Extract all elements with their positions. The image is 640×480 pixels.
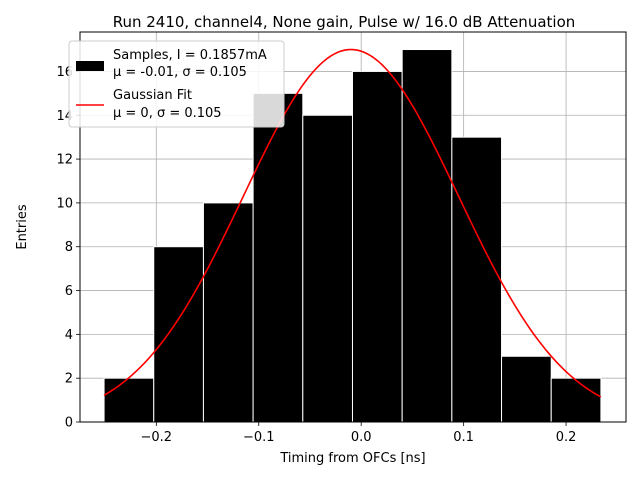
y-tick-label: 10: [56, 196, 73, 211]
y-tick-label: 12: [56, 153, 73, 168]
legend-samples-stats: μ = -0.01, σ = 0.105: [113, 65, 247, 80]
legend-box: [68, 40, 285, 128]
y-tick-label: 4: [65, 328, 73, 343]
x-tick-label: 0.0: [351, 430, 372, 445]
histogram-bar: [401, 49, 453, 423]
y-tick-label: 2: [65, 372, 73, 387]
y-tick-label: 8: [65, 240, 73, 255]
legend-fit-stats: μ = 0, σ = 0.105: [113, 106, 222, 121]
histogram-bar: [550, 377, 602, 423]
histogram-bar: [202, 202, 254, 423]
histogram-bar: [451, 136, 503, 423]
histogram-bar: [103, 377, 155, 423]
x-axis-ticks: −0.2 −0.1 0.0 0.1 0.2: [141, 422, 577, 445]
plot-frame: [79, 31, 627, 423]
y-axis-label: Entries: [15, 204, 30, 250]
x-tick-label: 0.1: [453, 430, 474, 445]
gaussian-fit: [103, 48, 602, 398]
histogram-bar: [252, 92, 304, 423]
legend-fit-label: Gaussian Fit: [113, 88, 192, 103]
gaussian-fit-curve: [103, 48, 602, 398]
histogram-bar: [351, 70, 403, 423]
y-tick-label: 0: [65, 416, 73, 431]
legend: Samples, I = 0.1857mA μ = -0.01, σ = 0.1…: [68, 40, 285, 128]
x-tick-label: 0.2: [556, 430, 577, 445]
chart-title: Run 2410, channel4, None gain, Pulse w/ …: [113, 13, 576, 31]
histogram-bar: [501, 355, 552, 423]
histogram-bar: [302, 114, 353, 423]
x-tick-label: −0.1: [243, 430, 275, 445]
y-tick-label: 6: [65, 284, 73, 299]
histogram-bar: [153, 246, 204, 423]
histogram-bars: [103, 49, 602, 423]
legend-samples-label: Samples, I = 0.1857mA: [113, 48, 267, 63]
x-axis-label: Timing from OFCs [ns]: [279, 451, 425, 466]
legend-samples-swatch: [76, 61, 104, 71]
x-tick-label: −0.2: [141, 430, 173, 445]
